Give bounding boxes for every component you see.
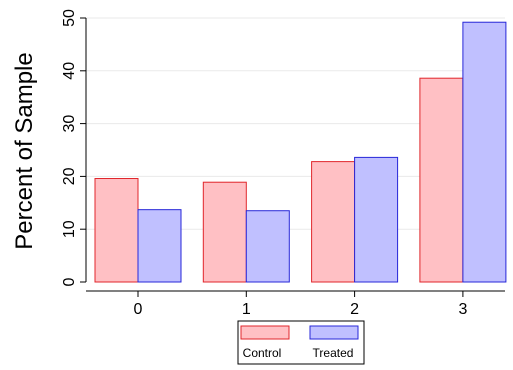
y-tick-label: 40: [61, 62, 78, 80]
x-tick-label: 3: [458, 301, 467, 318]
x-tick-label: 2: [350, 301, 359, 318]
y-tick-label: 30: [61, 115, 78, 133]
bar-treated-2: [354, 156, 399, 283]
bars: [94, 21, 507, 283]
bar-control-0: [94, 178, 139, 283]
bar-treated-1: [245, 210, 290, 283]
y-tick-label: 10: [61, 220, 78, 238]
x-tick-label: 1: [242, 301, 251, 318]
axes: [85, 18, 505, 292]
bar-treated-3: [462, 21, 507, 283]
y-axis-label: Percent of Sample: [11, 52, 38, 249]
x-tick-label: 0: [134, 301, 143, 318]
y-ticks: 0 10 20 30 40 50: [61, 9, 86, 286]
bar-control-2: [311, 161, 356, 283]
bar-treated-0: [137, 209, 182, 283]
legend-key-treated: [309, 325, 359, 340]
y-tick-label: 0: [61, 277, 78, 286]
x-ticks: 0 1 2 3: [134, 291, 467, 318]
y-tick-label: 50: [61, 9, 78, 27]
legend-key-control: [240, 325, 290, 340]
legend-label-treated: Treated: [313, 346, 354, 360]
bar-control-1: [202, 181, 247, 283]
legend-label-control: Control: [243, 346, 282, 360]
bar-control-3: [419, 77, 464, 283]
legend: Control Treated: [237, 320, 365, 365]
y-tick-label: 20: [61, 167, 78, 185]
